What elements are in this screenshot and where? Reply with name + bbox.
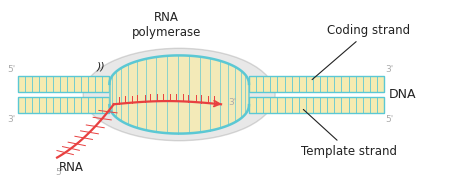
- Text: 5': 5': [385, 115, 393, 124]
- Text: 5': 5': [8, 65, 16, 74]
- Text: RNA
polymerase: RNA polymerase: [131, 11, 201, 39]
- Bar: [249, 76, 384, 92]
- Bar: [18, 76, 109, 92]
- Ellipse shape: [83, 48, 275, 141]
- Text: Template strand: Template strand: [301, 109, 397, 158]
- Text: 3': 3': [8, 115, 16, 124]
- Text: 3': 3': [385, 65, 393, 74]
- Text: DNA: DNA: [389, 88, 416, 101]
- Text: )): )): [96, 61, 105, 71]
- Text: 5': 5': [55, 168, 64, 177]
- Text: Coding strand: Coding strand: [312, 24, 410, 80]
- Text: RNA: RNA: [59, 161, 84, 174]
- Bar: [18, 97, 109, 113]
- Bar: [249, 97, 384, 113]
- Text: 3': 3': [228, 98, 236, 107]
- Polygon shape: [109, 55, 249, 134]
